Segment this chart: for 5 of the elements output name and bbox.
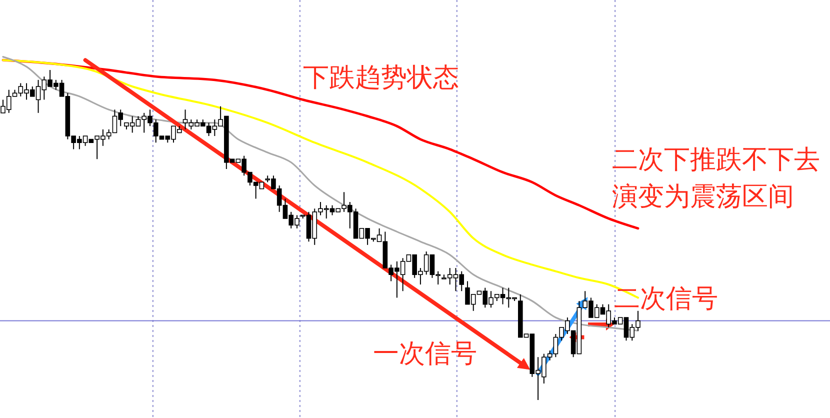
annotation: 一次信号: [373, 339, 477, 369]
annotation: 下跌趋势状态: [303, 63, 459, 93]
annotation: 演变为震荡区间: [612, 182, 794, 212]
annotation: 二次下推跌不下去: [612, 145, 820, 175]
annotation: 二次信号: [614, 284, 718, 314]
